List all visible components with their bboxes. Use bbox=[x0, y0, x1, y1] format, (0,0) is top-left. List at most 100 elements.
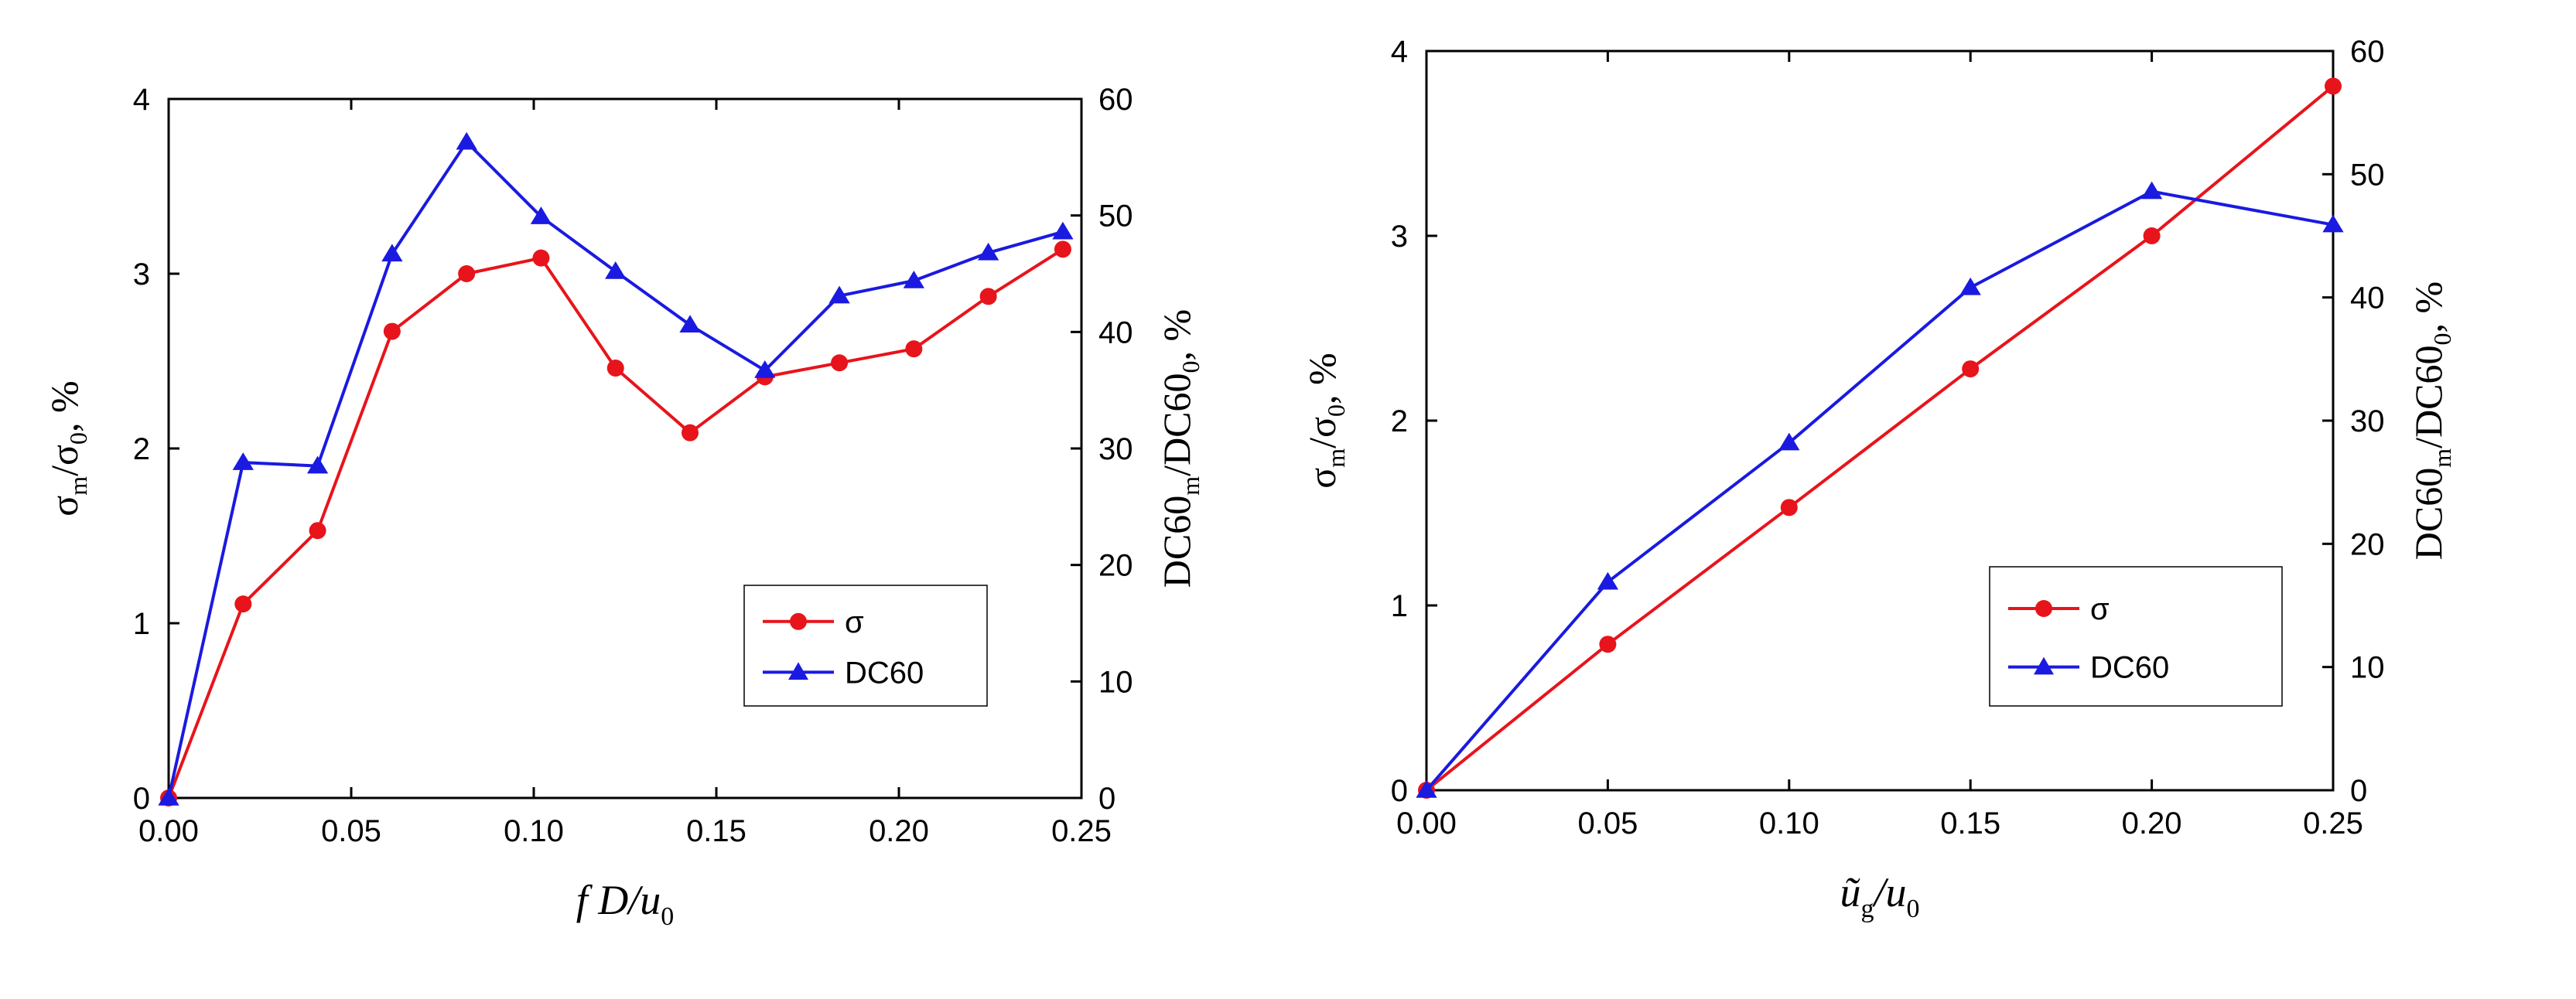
data-point-σ bbox=[1962, 360, 1980, 378]
data-point-DC60 bbox=[977, 242, 999, 261]
data-point-σ bbox=[606, 360, 624, 377]
y-left-tick-label: 4 bbox=[1391, 35, 1408, 69]
y-right-tick-label: 50 bbox=[2350, 158, 2385, 192]
data-point-σ bbox=[905, 340, 923, 358]
y-left-label-mid: /σ bbox=[1300, 417, 1344, 448]
y-left-tick-label: 3 bbox=[1391, 220, 1408, 254]
y-right-label-sub2: 0 bbox=[1177, 360, 1204, 373]
y-left-label-sub2: 0 bbox=[1322, 404, 1350, 417]
x-label-var: ũ bbox=[1840, 869, 1860, 915]
y-right-label-mid: /DC60 bbox=[1155, 373, 1198, 476]
y-left-tick-label: 4 bbox=[133, 83, 150, 117]
y-right-tick-label: 60 bbox=[2350, 35, 2385, 69]
data-point-σ bbox=[1054, 240, 1071, 258]
y-left-tick-label: 3 bbox=[133, 257, 150, 292]
y-right-label-mid: /DC60 bbox=[2407, 345, 2450, 448]
series-line-σ bbox=[1425, 84, 2335, 792]
x-tick-label: 0.20 bbox=[869, 814, 929, 848]
y-left-tick-label: 1 bbox=[1391, 589, 1408, 623]
legend-label: DC60 bbox=[2090, 651, 2169, 685]
x-tick-label: 0.25 bbox=[2303, 806, 2363, 840]
y-left-tick-label: 0 bbox=[133, 782, 150, 816]
y-left-label-mid: /σ bbox=[43, 445, 86, 476]
y-right-tick-label: 0 bbox=[1098, 782, 1115, 816]
y-right-label-sub2: 0 bbox=[2428, 332, 2456, 345]
chart-panel-2: 0.00 0.05 0.10 0.15 0.20 0.250123401020304050… bbox=[1300, 35, 2456, 923]
data-point-DC60 bbox=[2322, 214, 2344, 233]
data-point-σ bbox=[458, 265, 476, 282]
data-point-DC60 bbox=[1778, 432, 1800, 451]
data-point-DC60 bbox=[456, 131, 477, 150]
x-label-main: /u bbox=[1871, 869, 1906, 915]
x-label-sub: 0 bbox=[661, 902, 674, 931]
legend-box bbox=[1989, 566, 2283, 707]
data-point-DC60 bbox=[381, 244, 403, 262]
x-tick-label: 0.25 bbox=[1051, 814, 1112, 848]
data-point-DC60 bbox=[903, 271, 925, 288]
y-right-tick-label: 60 bbox=[1098, 83, 1133, 117]
data-point-σ bbox=[1780, 499, 1798, 517]
data-point-DC60 bbox=[679, 315, 701, 333]
data-point-DC60 bbox=[530, 206, 552, 224]
data-point-DC60 bbox=[1597, 571, 1619, 590]
data-point-σ bbox=[2143, 227, 2161, 244]
data-point-σ bbox=[2325, 77, 2342, 95]
legend-label: σ bbox=[2090, 592, 2110, 626]
y-right-tick-label: 40 bbox=[1098, 315, 1133, 349]
y-right-tick-label: 20 bbox=[1098, 549, 1133, 583]
legend-label: DC60 bbox=[845, 656, 924, 690]
y-right-tick-label: 30 bbox=[1098, 432, 1133, 466]
y-left-label-sub1: m bbox=[1322, 448, 1350, 468]
y-right-tick-label: 40 bbox=[2350, 281, 2385, 315]
y-right-axis-label: DC60m/DC600, % bbox=[1155, 309, 1204, 588]
y-right-tick-label: 0 bbox=[2350, 774, 2367, 808]
y-right-axis-label: DC60m/DC600, % bbox=[2407, 281, 2456, 560]
data-point-DC60 bbox=[158, 788, 179, 806]
x-label-main: /u bbox=[626, 877, 661, 923]
x-tick-label: 0.00 bbox=[1396, 806, 1457, 840]
y-left-tick-label: 2 bbox=[1391, 404, 1408, 438]
y-right-label-base: DC60 bbox=[2407, 468, 2450, 560]
data-point-σ bbox=[234, 595, 252, 613]
y-right-tick-label: 30 bbox=[2350, 404, 2385, 438]
y-left-axis-label: σm/σ0, % bbox=[1300, 353, 1350, 488]
series-line-σ bbox=[167, 247, 1064, 799]
y-right-label-tail: , % bbox=[2407, 281, 2450, 333]
data-point-DC60 bbox=[828, 285, 850, 304]
y-right-label-tail: , % bbox=[1155, 309, 1198, 361]
y-right-tick-label: 20 bbox=[2350, 527, 2385, 561]
legend-label: σ bbox=[845, 605, 864, 639]
y-right-tick-label: 10 bbox=[2350, 651, 2385, 685]
data-point-σ bbox=[979, 288, 997, 305]
y-left-axis-label: σm/σ0, % bbox=[43, 380, 92, 516]
data-point-DC60 bbox=[306, 455, 329, 474]
data-point-DC60 bbox=[1052, 221, 1074, 240]
x-label-var: f D bbox=[576, 877, 629, 923]
data-point-σ bbox=[1599, 636, 1617, 653]
x-tick-label: 0.05 bbox=[1577, 806, 1638, 840]
data-point-σ bbox=[309, 522, 326, 540]
y-right-label-sub1: m bbox=[1177, 476, 1204, 496]
x-tick-label: 0.20 bbox=[2122, 806, 2182, 840]
x-tick-label: 0.10 bbox=[1759, 806, 1819, 840]
y-left-tick-label: 0 bbox=[1391, 774, 1408, 808]
data-point-σ bbox=[383, 322, 401, 340]
y-right-label-sub1: m bbox=[2428, 448, 2456, 468]
y-left-tick-label: 1 bbox=[133, 607, 150, 641]
legend-box bbox=[743, 585, 988, 707]
x-tick-label: 0.05 bbox=[321, 814, 381, 848]
legend-marker-DC60 bbox=[2034, 656, 2054, 675]
y-right-tick-label: 10 bbox=[1098, 665, 1133, 699]
data-point-DC60 bbox=[605, 261, 627, 279]
data-point-σ bbox=[682, 424, 699, 442]
y-right-tick-label: 50 bbox=[1098, 199, 1133, 234]
y-left-label-base: σ bbox=[43, 496, 86, 517]
y-left-label-tail: , % bbox=[1300, 353, 1344, 404]
x-tick-label: 0.15 bbox=[1940, 806, 2000, 840]
chart-panel-1: 0.00 0.05 0.10 0.15 0.20 0.250123401020304050… bbox=[43, 83, 1204, 931]
x-label-sub-var: g bbox=[1860, 895, 1874, 923]
data-point-σ bbox=[831, 354, 849, 372]
x-tick-label: 0.10 bbox=[504, 814, 564, 848]
y-left-tick-label: 2 bbox=[133, 432, 150, 466]
